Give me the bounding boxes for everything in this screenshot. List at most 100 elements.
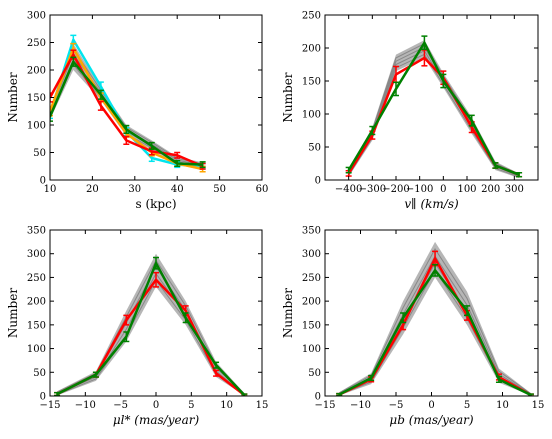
y-tick-label: 100 <box>27 344 46 355</box>
error-bar <box>495 375 502 383</box>
error-bar <box>440 73 447 89</box>
y-tick-label: 300 <box>302 249 321 260</box>
error-bar <box>70 56 77 67</box>
y-tick-label: 350 <box>27 226 46 237</box>
x-tick-label: 200 <box>481 184 500 195</box>
y-axis-label: Number <box>6 288 20 338</box>
error-bar <box>50 111 53 122</box>
y-axis-label: Number <box>6 72 20 122</box>
x-tick-label: 0 <box>428 400 434 411</box>
x-tick-label: −5 <box>389 400 404 411</box>
y-tick-label: 300 <box>27 249 46 260</box>
error-bar <box>123 124 130 134</box>
error-bar <box>148 141 155 150</box>
y-tick-label: 250 <box>27 273 46 284</box>
y-tick-label: 50 <box>33 368 46 379</box>
x-tick-label: −300 <box>359 184 386 195</box>
error-bar <box>123 135 130 145</box>
error-bar <box>174 160 181 167</box>
y-tick-label: 200 <box>27 66 46 77</box>
x-tick-label: 0 <box>440 184 446 195</box>
series-line <box>347 56 520 176</box>
error-bar <box>199 161 206 169</box>
model-ensemble-band <box>348 40 520 179</box>
axes-frame <box>324 14 539 181</box>
x-tick-label: 10 <box>220 400 233 411</box>
x-tick-label: 5 <box>188 400 194 411</box>
error-bar <box>97 89 104 100</box>
series-1 <box>345 35 523 178</box>
y-tick-label: 100 <box>302 110 321 121</box>
x-tick-label: −15 <box>39 400 60 411</box>
x-axis-label: s (kpc) <box>135 197 176 211</box>
error-bar <box>393 81 399 97</box>
y-tick-label: 200 <box>302 297 321 308</box>
y-axis-label: Number <box>281 288 295 338</box>
plot-area <box>54 253 248 396</box>
error-bar <box>153 256 159 270</box>
x-tick-label: −5 <box>113 400 128 411</box>
plot-area <box>336 241 534 396</box>
x-tick-label: 20 <box>86 184 99 195</box>
y-tick-label: 150 <box>27 93 46 104</box>
error-bar <box>123 314 130 326</box>
error-bar <box>50 92 53 103</box>
y-tick-label: 0 <box>40 392 46 403</box>
y-tick-label: 150 <box>302 320 321 331</box>
series-line <box>50 53 204 168</box>
y-tick-label: 350 <box>302 226 321 237</box>
error-bar <box>174 151 181 159</box>
y-tick-label: 250 <box>302 11 321 22</box>
y-tick-label: 200 <box>27 297 46 308</box>
error-bar <box>153 271 159 288</box>
error-bar <box>92 371 99 378</box>
series-3 <box>50 56 206 169</box>
error-bar <box>369 125 376 136</box>
series-line <box>347 41 520 176</box>
x-tick-label: −400 <box>335 184 362 195</box>
x-tick-label: 15 <box>256 400 269 411</box>
x-tick-label: 50 <box>213 184 226 195</box>
error-bar <box>345 166 352 174</box>
error-bar <box>97 100 104 111</box>
y-tick-label: 150 <box>302 77 321 88</box>
y-tick-label: 200 <box>302 44 321 55</box>
y-tick-label: 100 <box>27 121 46 132</box>
error-bar <box>516 171 523 178</box>
x-tick-label: 60 <box>256 184 269 195</box>
x-tick-label: 15 <box>532 400 545 411</box>
x-tick-label: 10 <box>496 400 509 411</box>
x-tick-label: −10 <box>350 400 371 411</box>
error-bar <box>50 106 53 117</box>
panel-line-of-sight-velocity: −400−300−200−100 0 100 200 300 0 50 100 150 200 25… <box>281 11 539 211</box>
plot-area <box>50 34 206 173</box>
x-tick-label: −15 <box>314 400 335 411</box>
panel-distance: 10 20 30 40 50 60 0 50 100 150 200 250 300 s (kpc) Num… <box>6 11 268 212</box>
y-tick-label: 50 <box>308 143 321 154</box>
x-tick-label: −100 <box>406 184 433 195</box>
y-tick-label: 100 <box>302 344 321 355</box>
series-line <box>50 60 203 166</box>
y-tick-label: 0 <box>315 176 321 187</box>
model-ensemble-band <box>339 241 531 396</box>
y-tick-label: 50 <box>33 148 46 159</box>
series-0 <box>345 49 523 178</box>
series-1 <box>336 263 534 396</box>
plot-area <box>345 35 523 179</box>
x-axis-label: μl* (mas/year) <box>113 413 200 427</box>
y-tick-label: 50 <box>308 368 321 379</box>
series-1 <box>54 256 248 396</box>
x-tick-label: 0 <box>153 400 159 411</box>
error-bar <box>182 312 189 324</box>
error-bar <box>492 162 499 169</box>
x-tick-label: 40 <box>171 184 184 195</box>
x-tick-label: −10 <box>75 400 96 411</box>
x-tick-label: 100 <box>457 184 476 195</box>
y-tick-label: 250 <box>302 273 321 284</box>
model-realization-line <box>50 58 203 168</box>
x-tick-label: 300 <box>505 184 524 195</box>
y-tick-label: 0 <box>315 392 321 403</box>
